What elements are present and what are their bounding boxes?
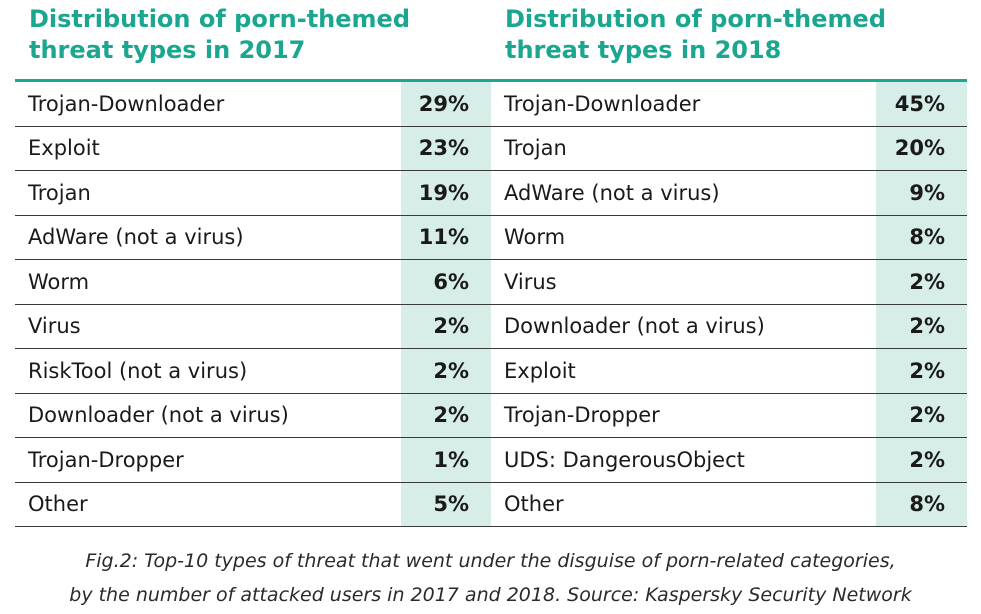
threat-type-2018: UDS: DangerousObject	[491, 437, 876, 483]
share-value-2018: 2%	[876, 393, 967, 438]
threat-type-2018: Other	[491, 482, 876, 527]
threat-type-2017: Worm	[15, 259, 401, 305]
threat-type-2018: Trojan-Dropper	[491, 393, 876, 438]
table-row: Trojan-Dropper 1%	[15, 437, 491, 483]
table-row: Worm 8%	[491, 215, 967, 260]
threat-type-2017: Downloader (not a virus)	[15, 393, 401, 438]
table-row: Trojan-Downloader 45%	[491, 82, 967, 127]
table-row: UDS: DangerousObject 2%	[491, 437, 967, 483]
table-row: Virus 2%	[15, 304, 491, 349]
table-row: Trojan 19%	[15, 170, 491, 216]
threat-type-2017: Trojan-Dropper	[15, 437, 401, 483]
threat-type-2018: Trojan	[491, 126, 876, 171]
table-row: Downloader (not a virus) 2%	[15, 393, 491, 438]
table-2018-title: Distribution of porn-themed threat types…	[505, 5, 886, 64]
threat-type-2017: Trojan	[15, 170, 401, 216]
table-row: Trojan-Dropper 2%	[491, 393, 967, 438]
share-value-2017: 19%	[401, 170, 491, 216]
threat-type-2017: Exploit	[15, 126, 401, 171]
table-row: Trojan 20%	[491, 126, 967, 171]
share-value-2018: 8%	[876, 215, 967, 260]
share-value-2017: 29%	[401, 82, 491, 127]
threat-type-2017: Virus	[15, 304, 401, 349]
table-row: RiskTool (not a virus) 2%	[15, 348, 491, 394]
share-value-2018: 2%	[876, 437, 967, 483]
threat-type-2018: Trojan-Downloader	[491, 82, 876, 127]
threat-type-2018: AdWare (not a virus)	[491, 170, 876, 216]
share-value-2018: 8%	[876, 482, 967, 527]
threat-type-2017: Trojan-Downloader	[15, 82, 401, 127]
share-value-2017: 2%	[401, 393, 491, 438]
table-row: Exploit 23%	[15, 126, 491, 171]
share-value-2018: 20%	[876, 126, 967, 171]
share-value-2017: 2%	[401, 348, 491, 394]
share-value-2017: 5%	[401, 482, 491, 527]
threat-type-2018: Downloader (not a virus)	[491, 304, 876, 349]
share-value-2018: 2%	[876, 259, 967, 305]
table-row: Downloader (not a virus) 2%	[491, 304, 967, 349]
threat-type-2018: Virus	[491, 259, 876, 305]
threat-type-2018: Exploit	[491, 348, 876, 394]
figure-caption: Fig.2: Top-10 types of threat that went …	[69, 550, 912, 606]
threat-type-2017: Other	[15, 482, 401, 527]
share-value-2018: 45%	[876, 82, 967, 127]
share-value-2017: 1%	[401, 437, 491, 483]
share-value-2017: 23%	[401, 126, 491, 171]
table-row: Worm 6%	[15, 259, 491, 305]
table-row: AdWare (not a virus) 11%	[15, 215, 491, 260]
share-value-2018: 9%	[876, 170, 967, 216]
share-value-2017: 6%	[401, 259, 491, 305]
header-rule	[15, 79, 967, 82]
share-value-2018: 2%	[876, 304, 967, 349]
table-row: Other 5%	[15, 482, 491, 527]
table-row: AdWare (not a virus) 9%	[491, 170, 967, 216]
table-2018: Trojan-Downloader 45% Trojan 20% AdWare (not…	[491, 82, 967, 527]
table-2017: Trojan-Downloader 29% Exploit 23% Trojan 19% A…	[15, 82, 491, 527]
table-row: Exploit 2%	[491, 348, 967, 394]
table-row: Other 8%	[491, 482, 967, 527]
threat-type-2018: Worm	[491, 215, 876, 260]
share-value-2017: 11%	[401, 215, 491, 260]
share-value-2018: 2%	[876, 348, 967, 394]
threat-type-2017: AdWare (not a virus)	[15, 215, 401, 260]
threat-type-2017: RiskTool (not a virus)	[15, 348, 401, 394]
table-2017-title: Distribution of porn-themed threat types…	[29, 5, 410, 64]
table-row: Trojan-Downloader 29%	[15, 82, 491, 127]
share-value-2017: 2%	[401, 304, 491, 349]
table-row: Virus 2%	[491, 259, 967, 305]
